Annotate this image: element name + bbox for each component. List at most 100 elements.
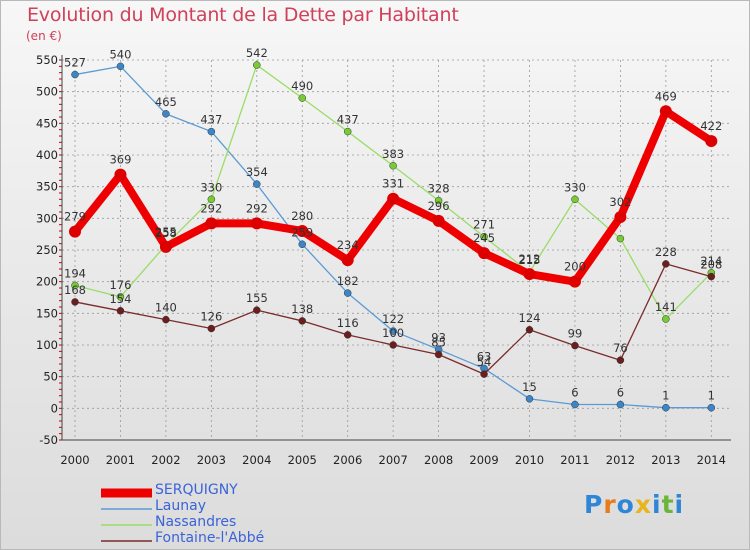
data-point-launay [525,395,534,403]
data-point-fontaine-l-abb- [616,356,625,364]
data-label-serquigny: 212 [519,252,541,266]
data-point-fontaine-l-abb- [480,370,488,378]
data-point-fontaine-l-abb- [71,298,79,306]
data-point-nassandres [571,195,579,204]
y-tick-label: 450 [36,116,58,130]
chart-unit-label: (en €) [26,29,62,43]
data-point-nassandres [662,315,670,323]
data-label-nassandres: 141 [655,300,677,314]
logo-letter: P [584,490,604,519]
data-label-serquigny: 302 [609,195,631,209]
data-label-launay: 122 [382,312,404,326]
x-tick-label: 2008 [424,453,453,467]
data-point-launay [116,62,125,71]
data-label-fontaine-l-abb-: 99 [568,327,583,341]
data-point-nassandres [480,232,488,241]
data-labels: 279 369 255 292 292 280 234 331 296 245 212 200 302 4… [64,46,722,403]
y-tick-label: 400 [36,148,58,162]
data-point-nassandres [253,61,261,69]
data-point-nassandres [434,196,443,205]
data-point-launay [343,289,352,297]
data-point-launay [616,400,625,409]
data-point-serquigny [205,217,218,230]
data-point-fontaine-l-abb- [389,341,397,349]
data-point-serquigny [659,105,672,118]
data-label-serquigny: 280 [291,209,313,223]
data-label-fontaine-l-abb-: 138 [291,302,313,316]
y-tick-label: -50 [39,433,58,447]
data-point-launay [662,403,670,412]
y-tick-label: 150 [36,306,58,320]
data-point-serquigny [341,254,354,267]
data-point-launay [207,127,216,136]
y-tick-label: 350 [36,180,58,194]
data-point-serquigny [387,192,400,205]
data-point-launay [162,110,170,118]
y-tick-label: 550 [36,53,58,67]
data-label-nassandres: 258 [155,226,177,240]
logo-letter: o [616,490,635,519]
data-label-fontaine-l-abb-: 116 [337,316,359,330]
logo-letter: r [603,490,617,519]
data-label-launay: 1 [708,389,715,403]
legend-label-nassandres: Nassandres [155,514,237,530]
data-label-fontaine-l-abb-: 126 [200,310,222,324]
data-label-launay: 6 [617,386,624,400]
data-label-fontaine-l-abb-: 76 [613,341,628,355]
data-label-launay: 93 [431,330,446,344]
data-label-launay: 354 [246,165,268,179]
data-label-serquigny: 200 [564,260,586,274]
logo-letter: i [674,490,685,519]
data-point-nassandres [116,293,125,301]
data-label-launay: 15 [522,380,537,394]
data-point-fontaine-l-abb- [207,324,216,333]
data-label-serquigny: 245 [473,231,495,245]
data-label-nassandres: 215 [519,253,541,267]
logo-letter: i [652,490,662,519]
data-label-nassandres: 490 [291,79,313,93]
data-point-nassandres [298,94,306,102]
logo-letter: t [661,490,675,519]
data-label-nassandres: 176 [109,278,131,292]
y-tick-label: 0 [51,401,58,415]
data-label-fontaine-l-abb-: 168 [64,283,86,297]
data-label-launay: 437 [200,113,222,127]
data-label-fontaine-l-abb-: 124 [519,311,541,325]
data-label-nassandres: 271 [473,218,495,232]
data-point-fontaine-l-abb- [162,315,170,324]
data-label-serquigny: 292 [246,201,268,215]
data-point-serquigny [705,135,718,148]
data-label-launay: 1 [662,389,669,403]
data-label-fontaine-l-abb-: 228 [655,245,677,259]
data-point-nassandres [616,234,625,243]
x-tick-label: 2000 [60,453,89,467]
x-tick-label: 2013 [651,453,680,467]
x-tick-label: 2001 [106,453,135,467]
legend-label-launay: Launay [155,498,206,514]
data-point-nassandres [207,195,216,204]
data-label-nassandres: 330 [200,180,222,194]
x-tick-label: 2009 [469,453,498,467]
data-point-fontaine-l-abb- [662,260,670,268]
x-tick-label: 2014 [697,453,726,467]
data-label-nassandres: 214 [700,254,722,268]
data-point-nassandres [389,162,397,170]
proxiti-logo: Proxiti [584,490,684,519]
series-lines [69,61,718,412]
legend-label-fontaine: Fontaine-l'Abbé [155,530,265,546]
y-tick-label: 50 [43,370,58,384]
data-label-launay: 63 [477,349,492,363]
y-tick-label: 500 [36,85,58,99]
data-point-fontaine-l-abb- [707,272,716,281]
data-label-fontaine-l-abb-: 155 [246,291,268,305]
data-label-launay: 182 [337,274,359,288]
y-tick-label: 200 [36,275,58,289]
data-point-serquigny [114,168,127,181]
data-label-fontaine-l-abb-: 85 [431,336,446,350]
data-label-fontaine-l-abb-: 140 [155,301,177,315]
data-point-serquigny [296,225,309,237]
legend-label-serquigny: SERQUIGNY [155,482,238,498]
data-label-serquigny: 292 [200,201,222,215]
logo-letter: x [634,490,652,519]
data-label-nassandres: 328 [428,182,450,196]
